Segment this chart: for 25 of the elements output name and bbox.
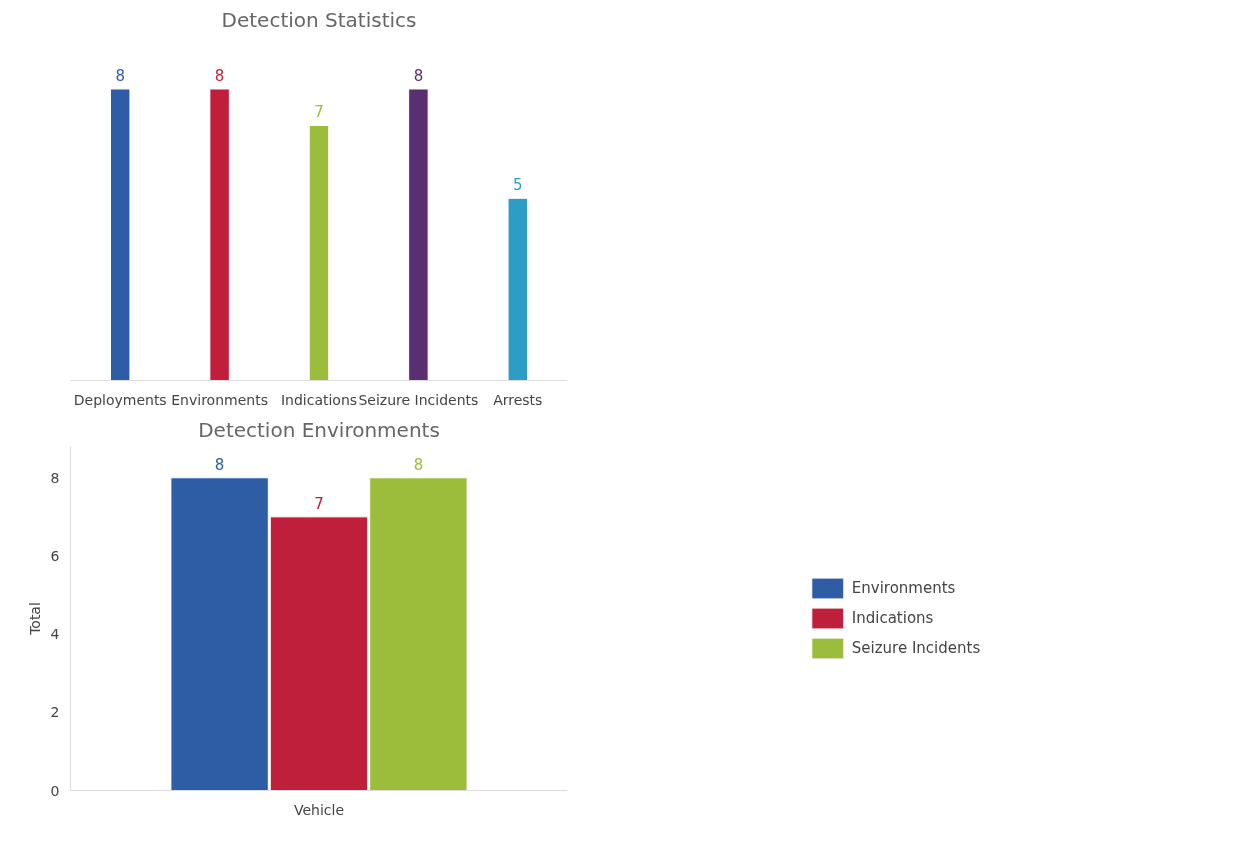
chart-title: Detection Environments bbox=[198, 417, 440, 442]
x-tick-label: Vehicle bbox=[293, 801, 345, 818]
y-tick-label: 8 bbox=[50, 469, 60, 486]
legend-label: Indications bbox=[851, 609, 934, 627]
data-label: 8 bbox=[214, 455, 225, 474]
x-tick-label: Seizure Incidents bbox=[358, 391, 479, 408]
y-axis-title: Total bbox=[26, 602, 43, 636]
y-tick-label: 0 bbox=[50, 782, 60, 799]
y-tick-label: 4 bbox=[50, 626, 60, 643]
data-label: 5 bbox=[513, 176, 523, 195]
chart-title: Detection Statistics bbox=[221, 7, 417, 32]
x-tick-label: Environments bbox=[171, 391, 268, 408]
legend-label: Environments bbox=[851, 579, 956, 597]
data-label: 8 bbox=[115, 66, 125, 85]
data-label: 7 bbox=[314, 494, 324, 513]
data-label: 8 bbox=[413, 66, 424, 85]
data-label: 8 bbox=[413, 455, 424, 474]
y-tick-label: 6 bbox=[50, 547, 60, 564]
x-tick-label: Indications bbox=[280, 391, 358, 408]
x-tick-label: Arrests bbox=[493, 391, 543, 408]
legend-label: Seizure Incidents bbox=[851, 639, 981, 657]
y-tick-label: 2 bbox=[50, 704, 60, 721]
data-label: 7 bbox=[314, 103, 324, 122]
x-tick-label: Deployments bbox=[73, 391, 167, 408]
data-label: 8 bbox=[214, 66, 225, 85]
